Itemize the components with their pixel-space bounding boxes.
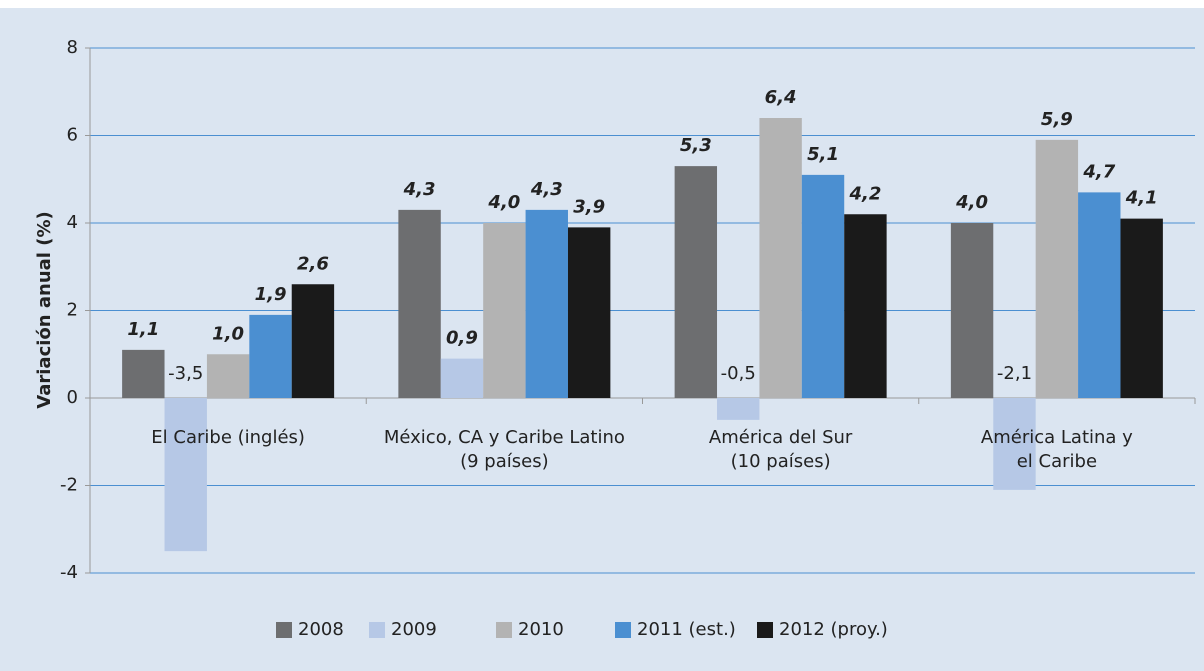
- value-label: 5,9: [1041, 109, 1073, 130]
- value-label: 2,6: [297, 253, 329, 274]
- value-label: -2,1: [997, 363, 1032, 384]
- legend-swatch: [757, 622, 773, 638]
- y-tick-label: -2: [60, 475, 78, 496]
- legend-label: 2008: [298, 619, 344, 640]
- bar: [440, 358, 484, 398]
- y-tick-label: 6: [67, 125, 78, 146]
- bar: [1078, 192, 1121, 398]
- x-tick-label: América Latina y el Caribe: [980, 427, 1133, 472]
- value-label: 4,7: [1082, 161, 1115, 182]
- value-label: 6,4: [765, 87, 797, 108]
- y-tick-label: 8: [67, 37, 78, 58]
- value-label: 4,2: [848, 183, 881, 204]
- legend-label: 2011 (est.): [637, 619, 736, 640]
- x-tick-label: El Caribe (inglés): [151, 427, 305, 448]
- bar: [674, 166, 718, 398]
- bar: [801, 174, 845, 398]
- bar: [206, 354, 250, 398]
- value-label: 4,0: [487, 192, 520, 213]
- value-label: 5,1: [807, 144, 839, 165]
- legend-label: 2009: [391, 619, 437, 640]
- value-label: -3,5: [168, 363, 203, 384]
- legend-swatch: [496, 622, 512, 638]
- legend-label: 2010: [518, 619, 564, 640]
- value-label: 0,9: [446, 328, 478, 349]
- value-label: 4,1: [1125, 188, 1158, 209]
- x-tick-label: América del Sur (10 países): [708, 427, 853, 472]
- value-label: 1,0: [212, 323, 244, 344]
- x-tick-label: México, CA y Caribe Latino (9 países): [383, 427, 625, 472]
- bar: [844, 214, 887, 398]
- bar: [398, 209, 441, 398]
- value-label: 1,1: [127, 319, 159, 340]
- value-label: 4,3: [403, 179, 436, 200]
- value-label: 1,9: [255, 284, 287, 305]
- value-label: -0,5: [721, 363, 756, 384]
- bar: [950, 223, 994, 398]
- bar: [291, 284, 335, 398]
- legend-swatch: [276, 622, 292, 638]
- bar: [249, 314, 292, 398]
- legend-label: 2012 (proy.): [779, 619, 888, 640]
- value-label: 4,0: [955, 192, 988, 213]
- bar: [525, 209, 568, 398]
- legend-swatch: [615, 622, 631, 638]
- bar: [759, 118, 802, 398]
- bar: [567, 227, 611, 398]
- bar: [122, 349, 165, 398]
- y-tick-label: 4: [67, 212, 78, 233]
- bar: [717, 398, 760, 420]
- y-tick-label: 0: [67, 387, 78, 408]
- bar: [164, 398, 207, 552]
- value-label: 3,9: [573, 196, 605, 217]
- legend-swatch: [369, 622, 385, 638]
- bar: [1120, 218, 1163, 398]
- bar: [483, 223, 526, 398]
- bar: [1035, 139, 1079, 398]
- y-tick-label: -4: [60, 562, 78, 583]
- y-tick-label: 2: [67, 300, 78, 321]
- value-label: 5,3: [680, 135, 712, 156]
- bar: [993, 398, 1036, 490]
- value-label: 4,3: [530, 179, 563, 200]
- y-axis-label: Variación anual (%): [34, 211, 55, 408]
